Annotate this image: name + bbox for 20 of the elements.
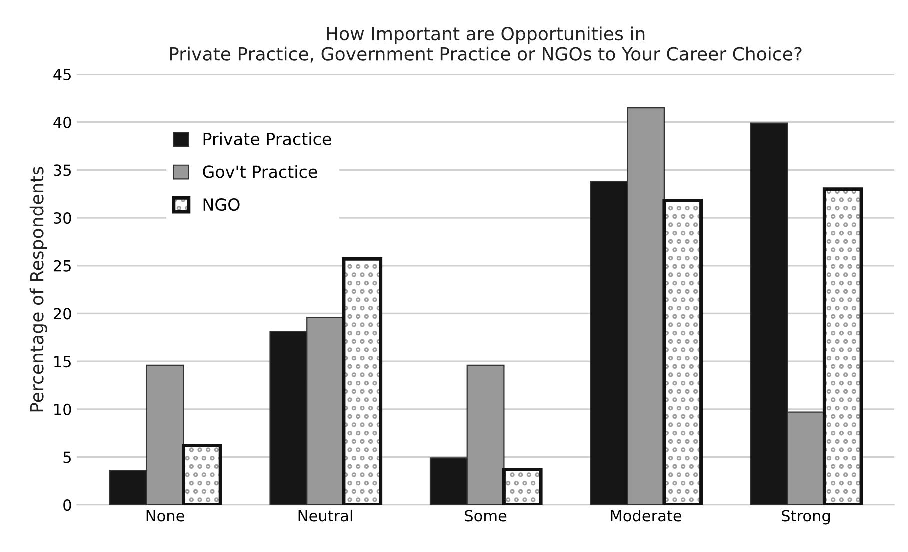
- x-tick-label: Strong: [782, 510, 830, 525]
- y-tick-label: 10: [54, 404, 72, 416]
- legend-label: Private Practice: [204, 132, 332, 146]
- y-tick-label: 45: [54, 69, 71, 81]
- legend-label: Gov't Practice: [203, 165, 318, 178]
- y-axis-title: Percentage of Respondents: [30, 167, 48, 412]
- legend-label: NGO: [204, 198, 240, 212]
- y-tick-label: 35: [54, 164, 71, 176]
- y-tick-label: 5: [64, 452, 71, 464]
- y-tick-label: 40: [54, 116, 72, 128]
- y-tick-label: 30: [54, 212, 72, 224]
- chart-title: How Important are Opportunities in Private Practice, Government Practice or NGOs to Your Career Choice?: [170, 26, 802, 63]
- y-tick-label: 20: [54, 308, 72, 320]
- y-tick-label: 0: [64, 500, 72, 512]
- y-tick-label: 25: [54, 260, 71, 272]
- x-tick-label: Neutral: [298, 510, 352, 522]
- x-tick-label: Some: [465, 510, 507, 522]
- y-tick-label: 15: [54, 356, 71, 368]
- x-tick-label: Moderate: [611, 510, 682, 522]
- x-tick-label: None: [146, 510, 184, 522]
